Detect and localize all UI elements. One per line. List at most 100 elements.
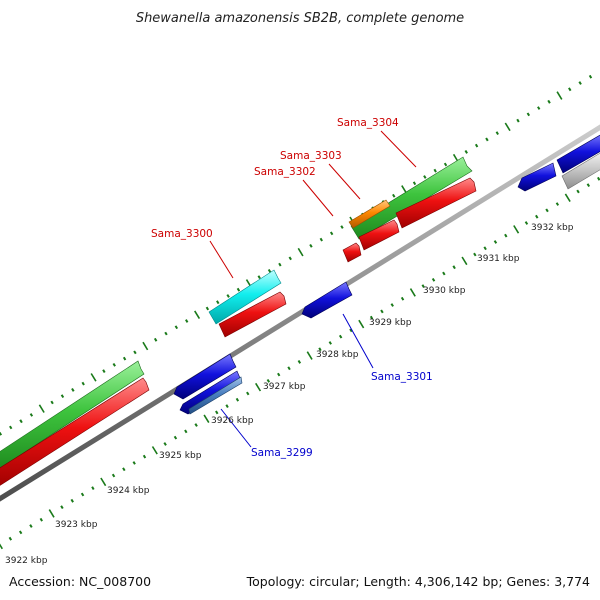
ruler-tick <box>504 122 511 132</box>
ruler-tick <box>215 410 219 415</box>
ruler-tick <box>122 467 126 472</box>
red-cds-mid[interactable] <box>358 219 400 251</box>
ruler-tick <box>91 486 95 491</box>
ruler-tick <box>319 237 323 242</box>
ruler-tick <box>81 381 85 386</box>
ruler-tick <box>555 202 560 206</box>
ruler-tick <box>545 208 549 213</box>
ruler-tick <box>173 435 178 440</box>
blue-cds-mid[interactable] <box>301 281 353 319</box>
kbp-label: 3925 kbp <box>159 451 202 461</box>
ruler-tick <box>153 337 158 342</box>
ruler-tick <box>112 362 116 367</box>
ruler-tick <box>412 181 417 186</box>
accession-text: Accession: NC_008700 <box>9 574 151 589</box>
ruler-tick <box>235 397 240 402</box>
gene-label-sama-3304[interactable]: Sama_3304 <box>337 117 399 129</box>
ruler-tick <box>513 225 520 234</box>
ruler-tick <box>433 168 437 173</box>
kbp-label: 3927 kbp <box>263 382 306 392</box>
ruler-tick <box>380 309 384 314</box>
ruler-tick <box>194 310 201 320</box>
ruler-tick <box>18 530 23 535</box>
ruler-tick <box>461 256 468 266</box>
ruler-tick <box>535 214 539 219</box>
ruler-tick <box>288 256 292 261</box>
green-cds-right[interactable] <box>350 156 473 240</box>
kbp-label: 3922 kbp <box>5 556 48 566</box>
orange-cds[interactable] <box>348 199 391 229</box>
ruler-tick <box>597 176 600 181</box>
red-cds-right[interactable] <box>395 177 477 229</box>
ruler-tick <box>473 252 477 257</box>
gene-label-leaders <box>209 130 417 448</box>
ruler-tick <box>164 331 168 336</box>
ruler-tick <box>588 74 593 79</box>
ruler-tick <box>122 356 127 361</box>
ruler-tick <box>236 287 241 292</box>
ruler-tick <box>349 328 353 333</box>
red-cds-center[interactable] <box>218 291 287 338</box>
ruler-tick <box>142 454 147 459</box>
ruler-tick <box>392 193 396 198</box>
blue-cds-left-upper[interactable] <box>173 353 237 400</box>
gene-label-sama-3302[interactable]: Sama_3302 <box>254 166 316 178</box>
green-cds-left[interactable] <box>0 360 145 471</box>
ruler-tick <box>102 369 106 373</box>
ruler-tick <box>504 233 508 238</box>
gene-label-sama-3301[interactable]: Sama_3301 <box>371 371 433 383</box>
ruler-tick <box>493 240 498 244</box>
ruler-tick <box>390 303 394 307</box>
ruler-tick <box>309 243 313 248</box>
steel-cds[interactable] <box>188 376 243 415</box>
gene-label-sama-3303[interactable]: Sama_3303 <box>280 150 342 162</box>
ruler-tick <box>306 351 313 360</box>
ruler-tick <box>132 461 136 465</box>
red-cds-small[interactable] <box>342 242 362 263</box>
ruler-tick <box>452 265 456 270</box>
gray-cds[interactable] <box>561 152 600 190</box>
ruler-tick <box>80 492 85 497</box>
blue-cds-upper-right[interactable] <box>556 134 600 174</box>
ruler-track-inner <box>0 176 600 550</box>
ruler-tick <box>547 99 551 104</box>
ruler-tick <box>29 413 34 417</box>
map-title: Shewanella amazonensis SB2B, complete ge… <box>136 11 464 26</box>
ruler-tick <box>48 509 55 518</box>
ruler-tick <box>246 391 250 396</box>
ruler-tick <box>443 162 448 167</box>
blue-cds-right[interactable] <box>517 162 557 192</box>
ruler-tick <box>431 277 436 282</box>
ruler-tick <box>564 193 571 203</box>
gene-labels: Sama_3304 Sama_3303 Sama_3302 Sama_3300 … <box>151 117 433 459</box>
ruler-tick <box>133 350 137 355</box>
genome-backbone <box>0 124 600 502</box>
ruler-tick <box>297 247 304 257</box>
ruler-tick <box>90 373 97 382</box>
ruler-tick <box>194 423 198 427</box>
kbp-label: 3928 kbp <box>316 350 359 360</box>
leader-sama-3301 <box>342 313 374 369</box>
ruler-tick <box>163 442 167 446</box>
cyan-cds[interactable] <box>208 269 282 325</box>
kbp-label: 3923 kbp <box>55 520 98 530</box>
ruler-tick <box>257 275 261 280</box>
gene-label-sama-3299[interactable]: Sama_3299 <box>251 447 313 459</box>
ruler-tick <box>151 446 158 455</box>
ruler-tick <box>329 231 334 236</box>
kbp-label: 3930 kbp <box>423 286 466 296</box>
red-feature-track <box>0 177 477 488</box>
ruler-tick <box>442 271 446 276</box>
gene-label-sama-3300[interactable]: Sama_3300 <box>151 228 213 240</box>
ruler-tick <box>318 347 322 352</box>
ruler-tick <box>8 536 13 541</box>
ruler-tick <box>225 404 229 408</box>
leader-sama-3303 <box>328 163 361 200</box>
ruler-tick <box>38 404 45 413</box>
ruler-tick <box>142 341 149 351</box>
ruler-tick <box>174 325 179 330</box>
ruler-tick <box>340 225 344 229</box>
red-cds-left[interactable] <box>0 377 150 488</box>
kbp-label: 3929 kbp <box>369 318 412 328</box>
ruler-tick <box>255 382 262 392</box>
